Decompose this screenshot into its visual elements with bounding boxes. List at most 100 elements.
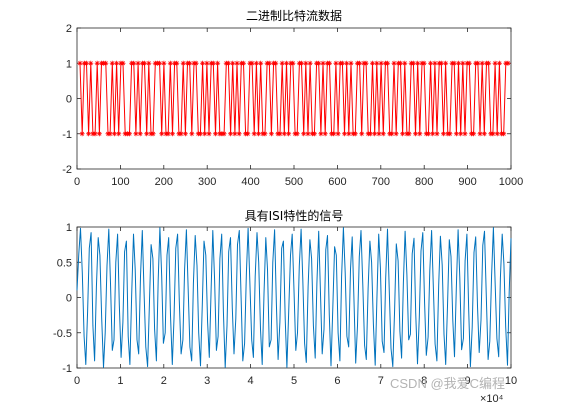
- bit-marker: [137, 131, 143, 137]
- bit-marker: [167, 60, 173, 66]
- bit-marker: [230, 60, 236, 66]
- bit-marker: [294, 131, 300, 137]
- bit-marker: [253, 60, 259, 66]
- bit-marker: [303, 60, 309, 66]
- bit-marker: [322, 131, 328, 137]
- bit-marker: [367, 131, 373, 137]
- bit-marker: [320, 60, 326, 66]
- bit-marker: [359, 131, 365, 137]
- bit-marker: [234, 60, 240, 66]
- top-plot: 二进制比特流数据 2 1 0 -1 -2 0 100 200 300 400 500 600 700 8…: [62, 8, 523, 188]
- bit-marker: [496, 60, 502, 66]
- bit-marker: [318, 131, 324, 137]
- top-xticks: 0 100 200 300 400 500 600 700 800 900 1000: [74, 28, 523, 188]
- bit-marker: [460, 60, 466, 66]
- bit-marker: [109, 60, 115, 66]
- top-yticks: 2 1 0 -1 -2: [62, 23, 511, 176]
- x-tick-label: 4: [248, 375, 254, 387]
- bit-marker: [286, 131, 292, 137]
- y-tick-label: 1: [66, 58, 72, 70]
- bottom-plot: 具有ISI特性的信号 1 0.5 0 -0.5 -1 0 1 2 3 4 5 6 7 8 9 10 ×10⁴: [53, 208, 517, 405]
- bit-marker: [430, 131, 436, 137]
- bit-marker: [187, 60, 193, 66]
- bit-marker: [268, 131, 274, 137]
- bit-marker: [193, 60, 199, 66]
- bit-marker: [490, 131, 496, 137]
- bit-marker: [165, 131, 171, 137]
- bit-marker: [150, 131, 156, 137]
- bit-marker: [225, 60, 231, 66]
- bit-marker: [331, 131, 337, 137]
- bit-marker: [131, 60, 137, 66]
- bit-marker: [283, 60, 289, 66]
- bit-marker: [301, 131, 307, 137]
- bit-marker: [92, 131, 98, 137]
- top-title: 二进制比特流数据: [246, 8, 342, 23]
- bit-marker: [83, 60, 89, 66]
- bit-marker: [161, 60, 167, 66]
- y-tick-label: 0.5: [57, 257, 72, 269]
- bottom-xticks: 0 1 2 3 4 5 6 7 8 9 10: [74, 227, 517, 387]
- bit-marker: [262, 131, 268, 137]
- bit-marker: [415, 60, 421, 66]
- bit-marker: [475, 60, 481, 66]
- bit-marker: [256, 131, 262, 137]
- bit-marker: [202, 131, 208, 137]
- top-series: [77, 60, 511, 137]
- bit-marker: [428, 60, 434, 66]
- x-tick-label: 10: [505, 375, 517, 387]
- bit-marker: [200, 60, 206, 66]
- y-tick-label: 0: [66, 94, 72, 106]
- bit-marker: [236, 131, 242, 137]
- bit-marker: [438, 60, 444, 66]
- bit-marker: [197, 131, 203, 137]
- bit-marker: [299, 60, 305, 66]
- bit-marker: [316, 60, 322, 66]
- bit-marker: [326, 60, 332, 66]
- bit-marker: [421, 60, 427, 66]
- x-tick-label: 1: [117, 375, 123, 387]
- bit-marker: [481, 131, 487, 137]
- x-tick-label: 7: [378, 375, 384, 387]
- bottom-title: 具有ISI特性的信号: [245, 208, 344, 223]
- bit-marker: [111, 131, 117, 137]
- bit-marker: [357, 60, 363, 66]
- bit-marker: [79, 131, 85, 137]
- bit-marker: [456, 60, 462, 66]
- isi-signal-line: [76, 227, 512, 368]
- bit-marker: [277, 131, 283, 137]
- bit-marker: [376, 131, 382, 137]
- bit-marker: [86, 131, 92, 137]
- bit-marker: [96, 131, 102, 137]
- bit-marker: [400, 131, 406, 137]
- y-tick-label: -0.5: [53, 328, 72, 340]
- x-tick-label: 0: [74, 375, 80, 387]
- bit-marker: [492, 60, 498, 66]
- bit-marker: [462, 131, 468, 137]
- watermark: CSDN @我爱C编程: [390, 376, 505, 391]
- bit-marker: [458, 131, 464, 137]
- bit-marker: [120, 60, 126, 66]
- bottom-x-exponent: ×10⁴: [480, 393, 504, 405]
- x-tick-label: 3: [204, 375, 210, 387]
- bit-marker: [477, 131, 483, 137]
- bit-marker: [447, 131, 453, 137]
- bit-marker: [494, 131, 500, 137]
- bit-marker: [372, 131, 378, 137]
- y-tick-label: -1: [62, 129, 72, 141]
- bit-marker: [126, 131, 132, 137]
- x-tick-label: 700: [372, 176, 390, 188]
- bit-marker: [440, 131, 446, 137]
- y-tick-label: 2: [66, 23, 72, 35]
- bit-marker: [279, 60, 285, 66]
- bit-marker: [397, 60, 403, 66]
- bit-marker: [505, 60, 511, 66]
- y-tick-label: 0: [66, 293, 72, 305]
- x-tick-label: 300: [198, 176, 216, 188]
- bit-marker: [103, 60, 109, 66]
- bit-marker: [443, 60, 449, 66]
- bit-marker: [180, 60, 186, 66]
- bit-marker: [88, 60, 94, 66]
- bottom-yticks: 1 0.5 0 -0.5 -1: [53, 222, 511, 375]
- bit-marker: [370, 60, 376, 66]
